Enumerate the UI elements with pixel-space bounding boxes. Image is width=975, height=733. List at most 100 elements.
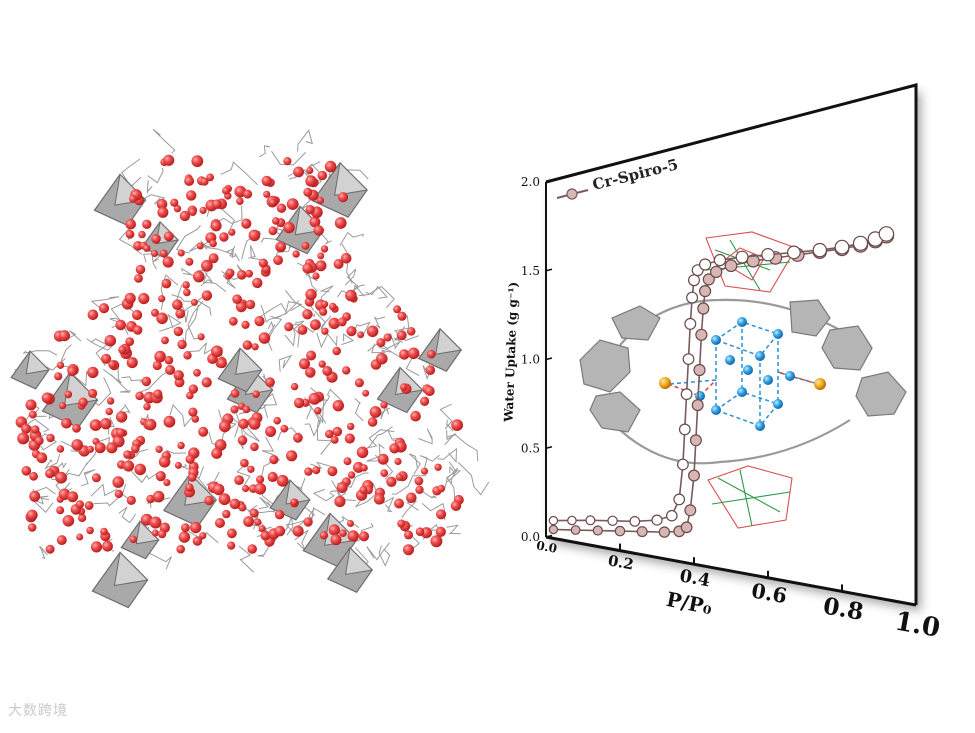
framework-bond (446, 461, 458, 502)
framework-bond (312, 488, 335, 502)
water-oxygen (773, 399, 783, 409)
water-sphere (115, 411, 128, 423)
framework-bond (339, 231, 364, 246)
water-sphere (334, 495, 346, 508)
water-sphere (290, 382, 299, 391)
water-sphere (157, 529, 167, 539)
water-sphere (248, 229, 261, 242)
watermark-logo: 大数跨境 (8, 703, 68, 719)
desorption-point (787, 245, 801, 260)
water-sphere (133, 241, 143, 251)
water-sphere (306, 350, 317, 361)
framework-bond (293, 320, 305, 348)
water-sphere (126, 357, 138, 369)
water-sphere (197, 333, 205, 341)
water-sphere (162, 256, 174, 268)
water-sphere (188, 384, 198, 394)
water-oxygen (755, 351, 765, 361)
framework-bond (80, 469, 96, 487)
water-sphere (59, 402, 67, 410)
water-sphere (235, 301, 247, 313)
desorption-point (607, 515, 618, 527)
water-sphere (193, 270, 205, 283)
water-sphere (238, 418, 249, 429)
adsorption-point (691, 399, 704, 412)
water-oxygen (773, 329, 783, 339)
water-sphere (267, 471, 278, 483)
water-sphere (177, 249, 185, 257)
water-sphere (306, 166, 314, 175)
water-sphere (393, 305, 402, 314)
water-sphere (125, 218, 136, 230)
water-sphere (328, 524, 340, 536)
water-sphere (366, 325, 379, 338)
water-sphere (227, 541, 236, 550)
water-sphere (280, 424, 289, 433)
framework-bond (378, 545, 391, 567)
framework-bond (103, 365, 122, 384)
water-sphere (309, 216, 321, 228)
water-sphere (316, 196, 325, 204)
framework-bond (285, 519, 306, 535)
water-sphere (228, 228, 236, 236)
adsorption-point (698, 285, 712, 298)
framework-bond (367, 429, 395, 449)
water-sphere (188, 473, 197, 482)
desorption-point (678, 423, 691, 436)
water-sphere (222, 186, 230, 195)
water-sphere (56, 445, 65, 453)
water-sphere (134, 463, 146, 476)
water-sphere (406, 492, 417, 504)
water-sphere (284, 322, 294, 332)
water-sphere (276, 242, 287, 252)
desorption-point (680, 388, 693, 401)
y-tick-mark (545, 446, 553, 449)
water-sphere (436, 509, 447, 520)
water-sphere (420, 467, 429, 475)
water-sphere (359, 485, 368, 495)
desorption-point (761, 247, 775, 262)
water-sphere (344, 433, 355, 444)
water-sphere (211, 447, 223, 459)
water-sphere (451, 419, 463, 431)
framework-bond (117, 404, 131, 414)
adsorption-point (687, 469, 700, 482)
framework-bond (33, 433, 58, 451)
water-sphere (327, 466, 338, 477)
water-sphere (134, 274, 143, 283)
water-sphere (256, 475, 265, 484)
water-sphere (394, 457, 402, 466)
water-sphere (175, 308, 186, 319)
water-sphere (152, 490, 165, 503)
framework-bond (187, 300, 204, 340)
water-sphere (157, 206, 169, 218)
water-sphere (347, 530, 359, 542)
water-sphere (173, 204, 182, 213)
water-sphere (183, 351, 192, 360)
water-sphere (337, 192, 349, 203)
adsorption-point (689, 434, 702, 447)
water-sphere (304, 467, 313, 476)
water-sphere (261, 175, 272, 187)
water-sphere (229, 498, 241, 510)
water-sphere (286, 198, 299, 211)
water-sphere (292, 250, 300, 258)
framework-bond (408, 453, 421, 475)
desorption-point (812, 242, 828, 258)
water-sphere (330, 436, 339, 444)
water-sphere (21, 466, 32, 476)
desorption-point (684, 317, 697, 330)
water-sphere (357, 331, 365, 339)
water-sphere (241, 320, 250, 329)
water-sphere (106, 442, 118, 454)
x-axis-line (545, 535, 917, 607)
water-sphere (342, 366, 351, 375)
water-sphere (151, 529, 159, 537)
water-sphere (339, 529, 347, 537)
water-sphere (237, 270, 247, 280)
water-sphere (394, 498, 404, 509)
water-sphere (143, 244, 151, 252)
water-sphere (369, 406, 382, 418)
water-sphere (185, 257, 194, 266)
water-sphere (62, 515, 75, 527)
